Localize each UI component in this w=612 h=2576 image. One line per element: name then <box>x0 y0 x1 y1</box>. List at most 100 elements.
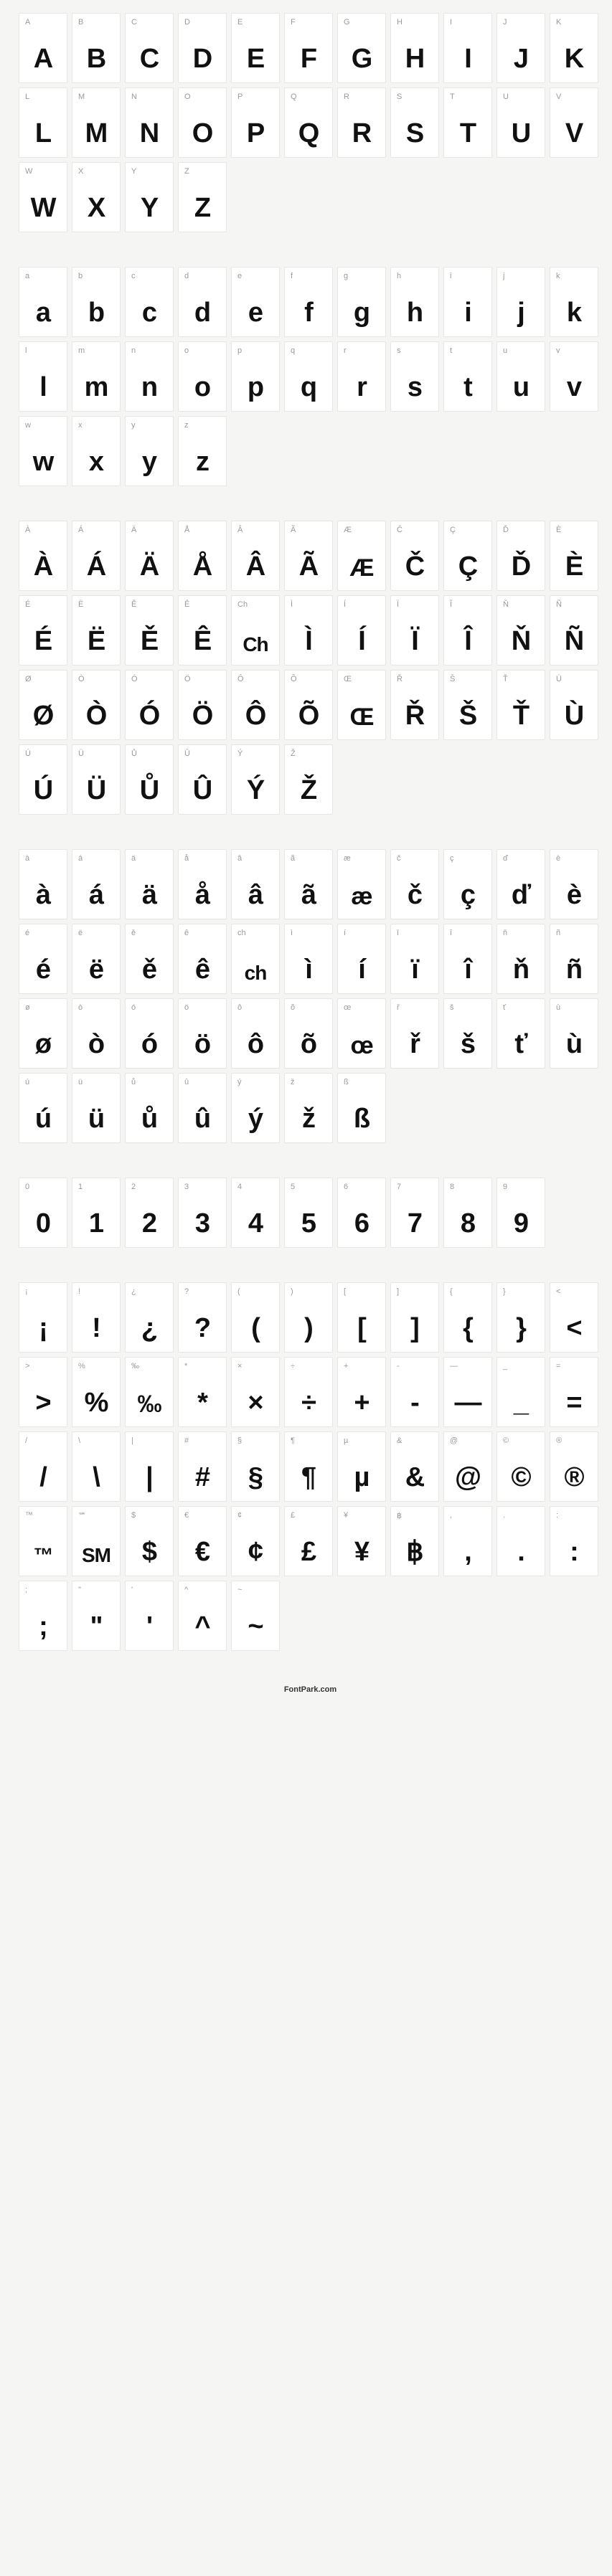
glyph-display: © <box>512 1464 531 1491</box>
glyph-cell: ÷÷ <box>284 1357 333 1427</box>
glyph-key-label: F <box>291 18 296 27</box>
glyph-key-label: Ž <box>291 749 296 758</box>
glyph-cell: qq <box>284 341 333 412</box>
glyph-key-label: N <box>131 93 137 101</box>
glyph-key-label: ï <box>397 929 399 937</box>
glyph-cell: NN <box>125 87 174 158</box>
glyph-key-label: 3 <box>184 1183 189 1191</box>
glyph-key-label: / <box>25 1436 27 1445</box>
glyph-cell: chch <box>231 924 280 994</box>
glyph-display: V <box>565 120 583 147</box>
glyph-cell: // <box>19 1431 67 1502</box>
glyph-cell: mm <box>72 341 121 412</box>
glyph-key-label: ñ <box>556 929 560 937</box>
glyph-cell: ÝÝ <box>231 744 280 815</box>
glyph-cell: 55 <box>284 1178 333 1248</box>
glyph-display: ř <box>410 1031 420 1058</box>
glyph-display: ì <box>305 956 312 983</box>
glyph-key-label: ê <box>184 929 189 937</box>
glyph-cell: ×× <box>231 1357 280 1427</box>
glyph-key-label: ch <box>237 929 246 937</box>
glyph-display: ™ <box>34 1545 53 1566</box>
glyph-display: = <box>566 1389 581 1416</box>
glyph-key-label: K <box>556 18 561 27</box>
glyph-key-label: ÷ <box>291 1362 295 1370</box>
glyph-cell: ÆÆ <box>337 521 386 591</box>
glyph-display: × <box>248 1389 263 1416</box>
glyph-cell: FF <box>284 13 333 83</box>
glyph-cell: ©© <box>496 1431 545 1502</box>
glyph-display: A <box>34 45 52 72</box>
glyph-cell: ÂÂ <box>231 521 280 591</box>
glyph-display: i <box>464 299 471 326</box>
glyph-display: s <box>408 374 422 401</box>
glyph-cell: ÇÇ <box>443 521 492 591</box>
glyph-key-label: Õ <box>291 675 297 683</box>
glyph-key-label: : <box>556 1511 558 1520</box>
glyph-key-label: â <box>237 854 242 863</box>
glyph-display: Ž <box>301 777 316 804</box>
glyph-cell: ââ <box>231 849 280 919</box>
glyph-cell: §§ <box>231 1431 280 1502</box>
glyph-display: U <box>512 120 530 147</box>
glyph-cell: ßß <box>337 1073 386 1143</box>
glyph-display: d <box>194 299 210 326</box>
glyph-display: Ù <box>565 702 583 729</box>
glyph-display: ) <box>304 1315 313 1342</box>
glyph-cell: ææ <box>337 849 386 919</box>
glyph-cell: ££ <box>284 1506 333 1576</box>
glyph-cell: ìì <box>284 924 333 994</box>
glyph-key-label: ö <box>184 1003 189 1012</box>
glyph-cell: EE <box>231 13 280 83</box>
glyph-display: Ø <box>33 702 54 729</box>
glyph-display: 1 <box>89 1210 103 1237</box>
glyph-cell: \\ <box>72 1431 121 1502</box>
glyph-display: y <box>142 448 156 475</box>
glyph-key-label: à <box>25 854 29 863</box>
glyph-display: µ <box>354 1464 369 1491</box>
glyph-cell: ÄÄ <box>125 521 174 591</box>
glyph-key-label: É <box>25 600 30 609</box>
glyph-key-label: Ř <box>397 675 402 683</box>
glyph-key-label: è <box>556 854 560 863</box>
glyph-cell: CC <box>125 13 174 83</box>
glyph-cell: ~~ <box>231 1581 280 1651</box>
glyph-key-label: Í <box>344 600 346 609</box>
glyph-cell: ůů <box>125 1073 174 1143</box>
glyph-key-label: = <box>556 1362 560 1370</box>
glyph-display: J <box>514 45 528 72</box>
glyph-cell: µµ <box>337 1431 386 1502</box>
glyph-key-label: X <box>78 167 83 176</box>
glyph-key-label: ù <box>556 1003 560 1012</box>
glyph-key-label: ě <box>131 929 136 937</box>
glyph-cell: vv <box>550 341 598 412</box>
glyph-display: r <box>357 374 367 401</box>
glyph-key-label: P <box>237 93 243 101</box>
glyph-cell: ss <box>390 341 439 412</box>
glyph-key-label: £ <box>291 1511 295 1520</box>
glyph-cell: zz <box>178 416 227 486</box>
glyph-display: ' <box>146 1613 152 1640</box>
glyph-display: á <box>89 881 103 909</box>
glyph-display: ç <box>461 881 475 909</box>
section-lowercase-accented: ààááääååââããææččççďďèèééëëěěêêchchììííïï… <box>19 849 602 1143</box>
glyph-cell: ïï <box>390 924 439 994</box>
glyph-cell: ŠŠ <box>443 670 492 740</box>
glyph-cell: čč <box>390 849 439 919</box>
glyph-key-label: x <box>78 421 83 430</box>
glyph-display: Ň <box>512 628 530 655</box>
glyph-display: Ó <box>139 702 160 729</box>
glyph-key-label: § <box>237 1436 242 1445</box>
glyph-key-label: Ö <box>184 675 191 683</box>
glyph-cell: ÔÔ <box>231 670 280 740</box>
glyph-cell: RR <box>337 87 386 158</box>
glyph-cell: ÜÜ <box>72 744 121 815</box>
glyph-cell: LL <box>19 87 67 158</box>
glyph-key-label: | <box>131 1436 133 1445</box>
glyph-display: Å <box>193 553 212 580</box>
glyph-cell: ŽŽ <box>284 744 333 815</box>
glyph-key-label: æ <box>344 854 351 863</box>
glyph-key-label: ô <box>237 1003 242 1012</box>
glyph-cell: ãã <box>284 849 333 919</box>
glyph-display: È <box>565 553 583 580</box>
